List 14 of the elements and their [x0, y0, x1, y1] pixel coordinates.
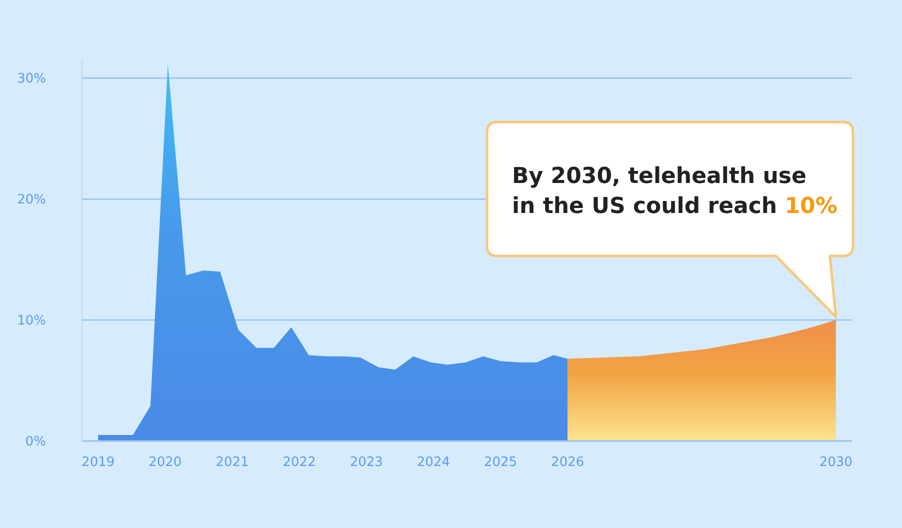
y-tick-label: 30% — [17, 72, 46, 87]
annotation: By 2030, telehealth use in the US could reach 10% — [512, 164, 838, 219]
x-tick-label: 2024 — [416, 455, 450, 470]
x-tick-label: 2023 — [350, 455, 383, 470]
x-tick-label: 2021 — [216, 455, 249, 470]
x-tick-label: 2030 — [819, 455, 852, 470]
x-tick-label: 2020 — [148, 455, 182, 470]
y-tick-label: 20% — [17, 192, 46, 208]
y-tick-label: 0% — [25, 434, 46, 450]
x-tick-label: 2022 — [282, 455, 316, 470]
x-tick-label: 2019 — [82, 455, 115, 470]
x-tick-label: 2025 — [484, 455, 518, 470]
x-tick-label: 2026 — [551, 455, 584, 470]
y-tick-label: 10% — [17, 314, 46, 329]
